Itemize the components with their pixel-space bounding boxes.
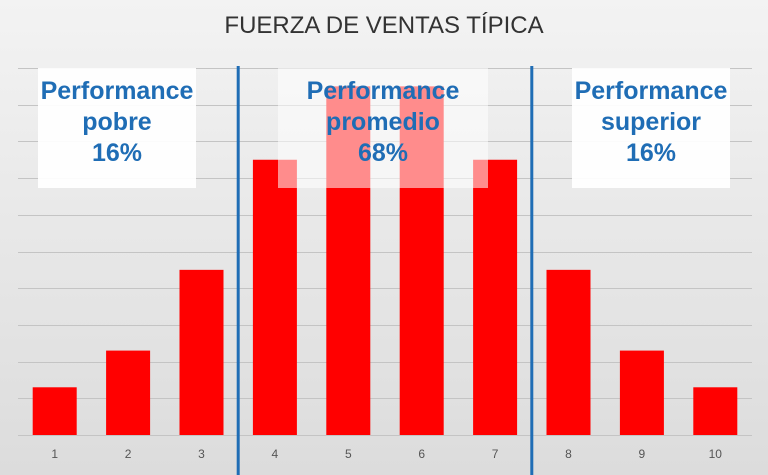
x-tick-label-1: 1 xyxy=(51,447,58,461)
annotation-superior: Performance superior 16% xyxy=(572,68,730,188)
annotation-promedio-line3: 68% xyxy=(357,139,409,167)
x-tick-label-9: 9 xyxy=(639,447,646,461)
x-tick-label-5: 5 xyxy=(345,447,352,461)
x-tick-label-2: 2 xyxy=(125,447,132,461)
annotation-pobre: Performance pobre 16% xyxy=(38,68,196,188)
x-tick-label-3: 3 xyxy=(198,447,205,461)
annotation-superior-line3: 16% xyxy=(625,139,677,167)
x-tick-label-6: 6 xyxy=(418,447,425,461)
annotation-promedio: Performance promedio 68% xyxy=(278,68,488,188)
chart-title: FUERZA DE VENTAS TÍPICA xyxy=(224,12,544,39)
bar-8 xyxy=(546,269,591,435)
annotation-superior-line2: superior xyxy=(600,108,702,136)
bar-10 xyxy=(693,387,738,435)
bar-9 xyxy=(619,350,664,435)
annotation-pobre-line3: 16% xyxy=(91,139,143,167)
annotation-promedio-line2: promedio xyxy=(326,108,440,136)
x-tick-label-8: 8 xyxy=(565,447,572,461)
bar-3 xyxy=(179,269,224,435)
x-tick-label-4: 4 xyxy=(272,447,279,461)
x-tick-labels: 1 2 3 4 5 6 7 8 9 10 xyxy=(51,447,722,461)
bar-4 xyxy=(252,159,297,435)
bar-1 xyxy=(32,387,77,435)
x-tick-label-10: 10 xyxy=(709,447,723,461)
annotation-superior-line1: Performance xyxy=(574,77,728,105)
annotation-pobre-line1: Performance xyxy=(40,77,194,105)
bar-7 xyxy=(473,159,518,435)
separator-lines xyxy=(236,66,534,475)
bar-2 xyxy=(106,350,151,435)
annotation-promedio-line1: Performance xyxy=(306,77,460,105)
x-tick-label-7: 7 xyxy=(492,447,499,461)
annotation-pobre-line2: pobre xyxy=(82,108,152,136)
